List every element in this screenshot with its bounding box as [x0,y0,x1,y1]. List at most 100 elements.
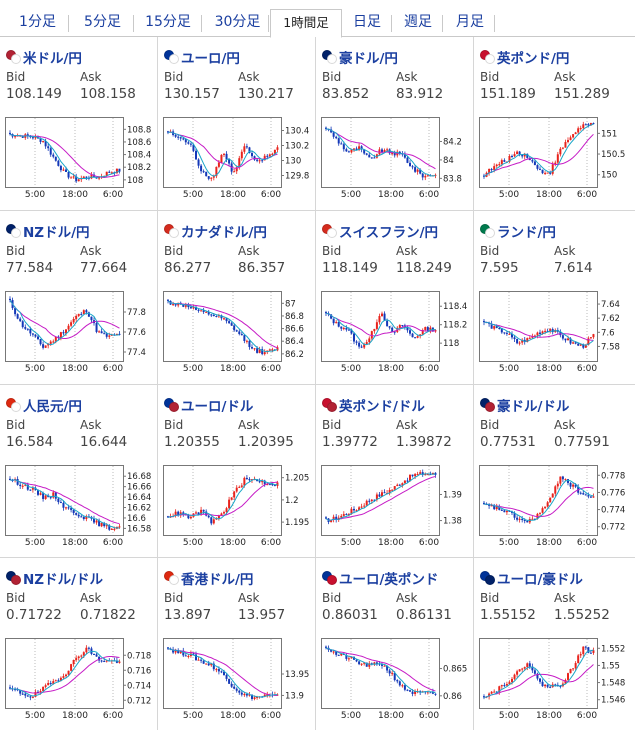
candle-up [403,480,406,484]
tab-0[interactable]: 1分足 [19,14,56,30]
candle-up [31,487,34,490]
pair-name: ユーロ/豪ドル [497,572,583,588]
chart-container[interactable]: 5:00 18:00 6:00 0.778 0.776 0.774 0.772 [479,465,629,549]
pair-title-link[interactable]: ユーロ/英ポンド [322,569,438,588]
candle-up [554,486,557,494]
candle-up [235,167,238,172]
candle-down [225,153,228,160]
candle-down [42,344,45,348]
candle-up [539,512,541,514]
candle-down [493,505,496,510]
candle-up [521,339,524,343]
x-tick-label: 18:00 [536,364,562,374]
pair-title-link[interactable]: 人民元/円 [6,396,82,415]
candle-up [572,484,575,487]
chart-container[interactable]: 5:00 18:00 6:00 13.95 13.9 [163,638,313,722]
candle-down [533,518,536,520]
candle-down [174,304,177,306]
pair-title-link[interactable]: ランド/円 [480,222,556,241]
candle-up [42,686,45,692]
chart-container[interactable]: 5:00 18:00 6:00 1.39 1.38 [321,465,471,549]
pair-title-link[interactable]: 豪ドル/円 [322,48,398,67]
flag-icon [327,54,337,64]
pair-title-link[interactable]: 英ポンド/円 [480,48,569,67]
bid-value: 130.157 [164,86,220,102]
y-tick-label: 84 [443,156,454,166]
chart-container[interactable]: 5:00 18:00 6:00 151 150.5 150 [479,117,629,201]
bid-value: 7.595 [480,260,519,276]
candle-down [261,349,264,355]
candle-down [335,651,338,655]
pair-title-link[interactable]: ユーロ/豪ドル [480,569,583,588]
pair-title-link[interactable]: カナダドル/円 [164,222,267,241]
candle-up [493,691,496,693]
candle-down [26,695,29,697]
candle-up [332,516,335,520]
pair-title-link[interactable]: ユーロ/ドル [164,396,253,415]
chart-container[interactable]: 5:00 18:00 6:00 118.4 118.2 118 [321,291,471,375]
grid-divider [473,37,474,730]
pair-title-link[interactable]: スイスフラン/円 [322,222,438,241]
y-tick-label: 87 [285,299,296,309]
y-tick-label: 118.4 [443,302,467,312]
chart-container[interactable]: 5:00 18:00 6:00 1.205 1.2 1.195 [163,465,313,549]
tab-2[interactable]: 15分足 [145,14,191,30]
candle-up [518,518,521,520]
bid-label: Bid [6,591,26,605]
chart-container[interactable]: 5:00 18:00 6:00 16.68 16.66 16.64 16.62 16.6 16.… [5,465,155,549]
candle-up [556,154,559,163]
candle-down [167,299,169,301]
tab-4[interactable]: 1時間足 [270,9,342,38]
pair-title-link[interactable]: 米ドル/円 [6,48,82,67]
candle-up [567,338,569,341]
pair-title-link[interactable]: 英ポンド/ドル [322,396,425,415]
tab-7[interactable]: 月足 [456,14,484,30]
tab-3[interactable]: 30分足 [214,14,261,30]
pair-name: NZドル/ドル [23,572,104,588]
chart-container[interactable]: 5:00 18:00 6:00 0.865 0.86 [321,638,471,722]
pair-title-link[interactable]: ユーロ/円 [164,48,240,67]
candle-up [39,493,42,495]
chart-container[interactable]: 5:00 18:00 6:00 0.718 0.716 0.714 0.712 [5,638,155,722]
candle-down [490,169,493,171]
chart-frame [479,638,598,709]
candle-down [16,314,19,319]
tab-5[interactable]: 日足 [353,14,381,30]
short-average-line [9,479,120,529]
tab-1[interactable]: 5分足 [84,14,121,30]
chart-container[interactable]: 5:00 18:00 6:00 87 86.8 86.6 86.4 86.2 [163,291,313,375]
y-tick-label: 1.552 [601,644,625,654]
chart-container[interactable]: 5:00 18:00 6:00 7.64 7.62 7.6 7.58 [479,291,629,375]
chart-container[interactable]: 5:00 18:00 6:00 77.8 77.6 77.4 [5,291,155,375]
x-tick-label: 18:00 [378,538,404,548]
chart-container[interactable]: 5:00 18:00 6:00 130.4 130.2 130 129.8 [163,117,313,201]
ask-label: Ask [80,418,102,432]
moving-average-line [9,479,120,525]
candle-down [587,124,590,126]
candle-up [62,676,65,678]
candle-down [256,348,259,353]
candle-down [177,511,180,516]
candle-down [29,489,32,491]
candle-up [523,153,526,157]
pair-name: 人民元/円 [23,399,82,415]
chart-container[interactable]: 5:00 18:00 6:00 84.2 84 83.8 [321,117,471,201]
chart-container[interactable]: 5:00 18:00 6:00 108.8 108.6 108.4 108.2 108 [5,117,155,201]
candle-down [167,131,169,133]
currency-flags-icon [164,50,180,64]
pair-title-link[interactable]: 豪ドル/ドル [480,396,569,415]
candle-up [355,510,358,512]
candle-down [340,326,343,329]
candle-down [533,161,536,166]
chart-container[interactable]: 5:00 18:00 6:00 1.552 1.55 1.548 1.546 [479,638,629,722]
x-tick-label: 6:00 [419,364,439,374]
pair-title-link[interactable]: NZドル/ドル [6,569,104,588]
candle-up [118,526,121,528]
candle-down [421,173,424,178]
pair-title-link[interactable]: 香港ドル/円 [164,569,253,588]
x-tick-label: 6:00 [103,190,123,200]
pair-title-link[interactable]: NZドル/円 [6,222,90,241]
tab-6[interactable]: 週足 [404,14,432,30]
y-tick-label: 1.205 [285,474,309,484]
candle-up [521,668,524,670]
